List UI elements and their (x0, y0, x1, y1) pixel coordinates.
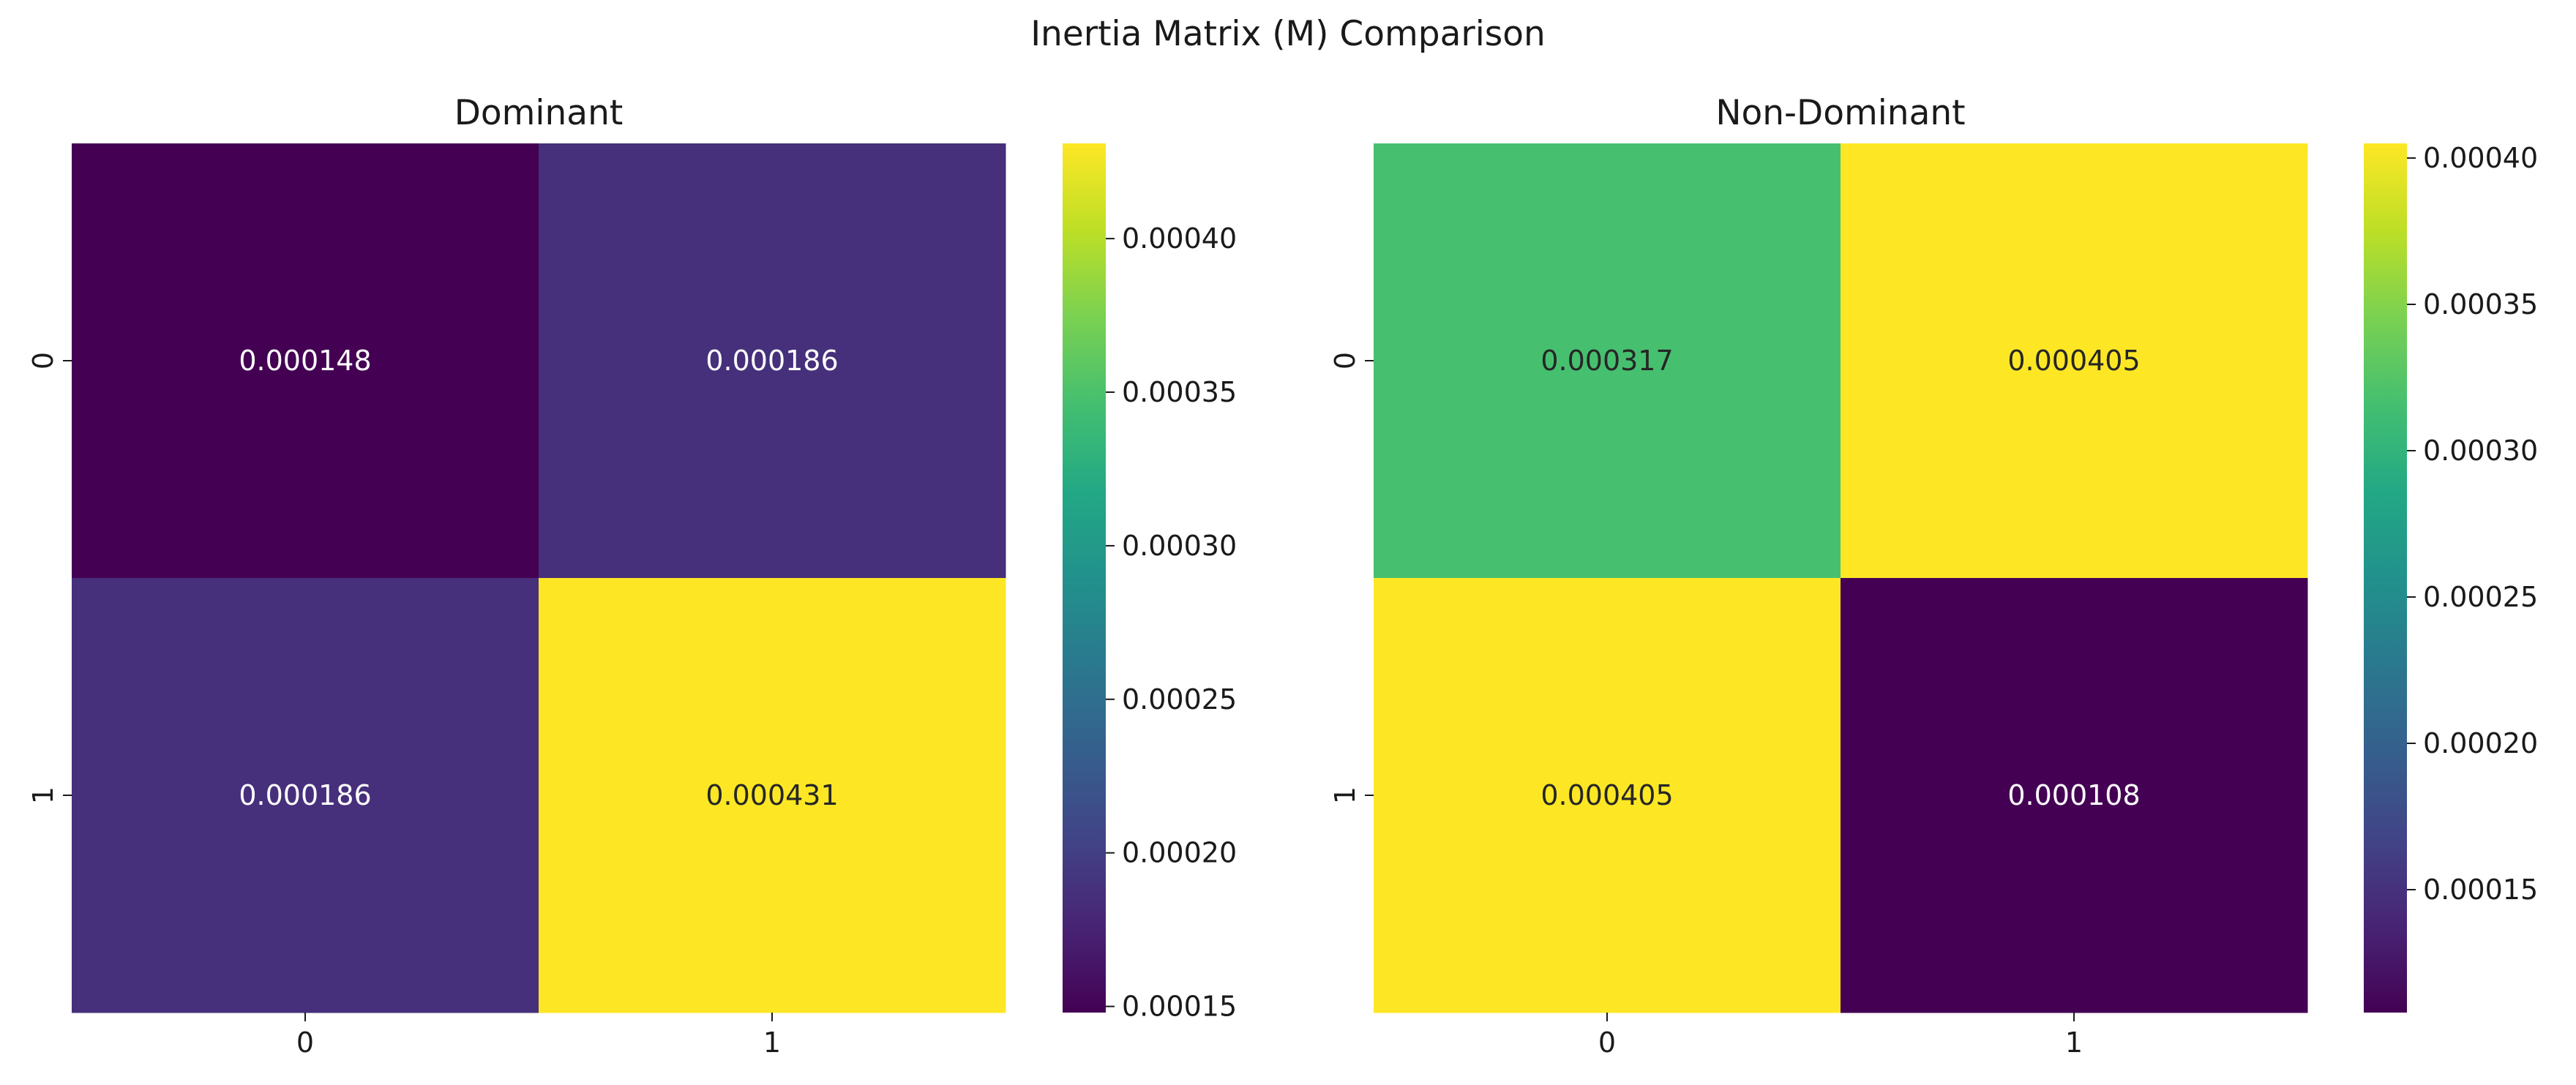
x-tick-label-0: 0 (296, 1026, 314, 1059)
x-tick-label-0: 0 (1598, 1026, 1616, 1059)
colorbar-0 (1063, 143, 1106, 1013)
colorbar-tick-label-1-1: 0.00020 (2423, 727, 2538, 759)
heatmap-cell-0-0 (72, 143, 539, 579)
heatmap-cell-1-1 (1841, 578, 2308, 1013)
cell-annotation-1-1: 0.000431 (705, 779, 838, 811)
heatmap-panel-0: Dominant 0.000148 0.000186 0.000186 0.000431… (27, 93, 1237, 1059)
colorbar-tick-label-0-1: 0.00020 (1122, 837, 1237, 869)
colorbar-tick-label-0-3: 0.00030 (1122, 530, 1237, 562)
heatmap-cell-1-0 (72, 578, 539, 1013)
colorbar-tick-label-0-0: 0.00015 (1122, 991, 1237, 1023)
colorbar-tick-label-0-5: 0.00040 (1122, 222, 1237, 255)
colorbar-tick-label-1-5: 0.00040 (2423, 142, 2538, 174)
heatmap-cell-1-1 (539, 578, 1006, 1013)
heatmap-cell-0-1 (1841, 143, 2308, 579)
cell-annotation-0-0: 0.000148 (239, 345, 371, 377)
y-tick-label-0: 0 (27, 352, 59, 369)
cell-annotation-0-1: 0.000186 (705, 345, 838, 377)
panel-title-0: Dominant (454, 93, 624, 133)
cell-annotation-0-0: 0.000317 (1540, 345, 1673, 377)
colorbar-tick-label-0-2: 0.00025 (1122, 683, 1237, 716)
colorbar-tick-label-1-3: 0.00030 (2423, 435, 2538, 467)
x-tick-label-1: 1 (2065, 1026, 2083, 1059)
cell-annotation-1-1: 0.000108 (2007, 779, 2140, 811)
colorbar-tick-label-1-4: 0.00035 (2423, 288, 2538, 320)
colorbar-1 (2364, 143, 2407, 1013)
y-tick-label-1: 1 (1329, 786, 1361, 804)
heatmap-cell-1-0 (1374, 578, 1841, 1013)
cell-annotation-1-0: 0.000405 (1540, 779, 1673, 811)
y-tick-label-0: 0 (1329, 352, 1361, 369)
heatmap-cell-0-0 (1374, 143, 1841, 579)
cell-annotation-1-0: 0.000186 (239, 779, 371, 811)
cell-annotation-0-1: 0.000405 (2007, 345, 2140, 377)
figure-title: Inertia Matrix (M) Comparison (1030, 14, 1546, 54)
heatmap-panels: Dominant 0.000148 0.000186 0.000186 0.000431… (27, 93, 2538, 1059)
colorbar-tick-label-0-4: 0.00035 (1122, 376, 1237, 408)
panel-title-1: Non-Dominant (1715, 93, 1965, 133)
heatmap-panel-1: Non-Dominant 0.000317 0.000405 0.000405 0.00… (1329, 93, 2538, 1059)
x-tick-label-1: 1 (763, 1026, 781, 1059)
y-tick-label-1: 1 (27, 786, 59, 804)
colorbar-tick-label-1-0: 0.00015 (2423, 874, 2538, 906)
heatmap-cell-0-1 (539, 143, 1006, 579)
colorbar-tick-label-1-2: 0.00025 (2423, 581, 2538, 613)
